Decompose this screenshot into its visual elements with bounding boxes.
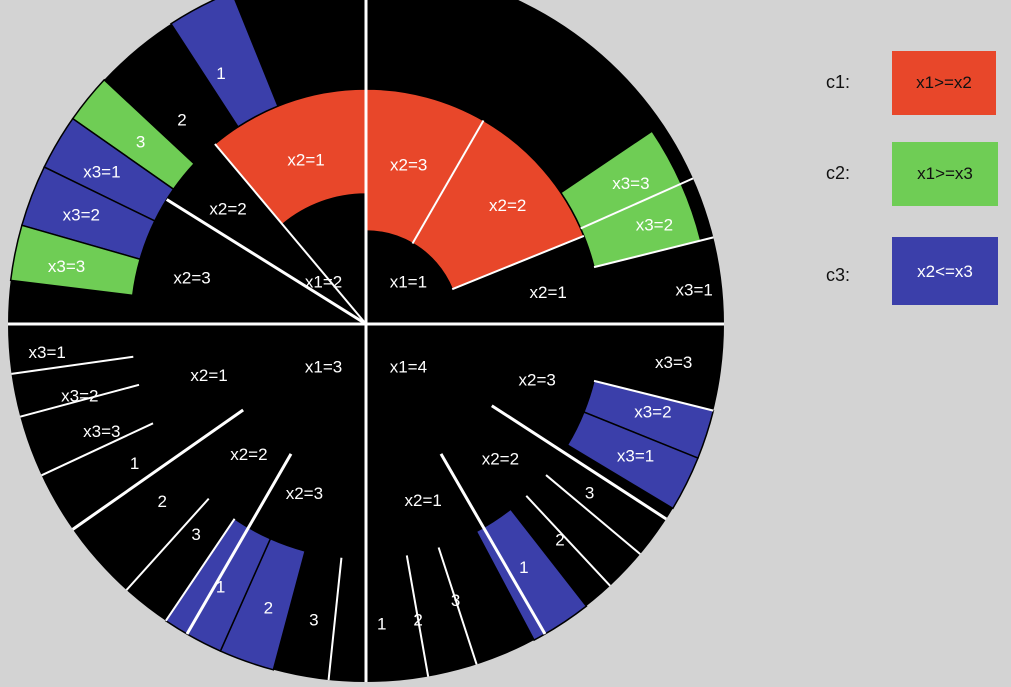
label-x1-4-x3-1: x3=1 — [617, 447, 654, 466]
label-x1-2-x3-3: x3=3 — [48, 257, 85, 276]
label-x1-4-a-2: 2 — [555, 531, 564, 550]
divider-x1-4-g — [405, 555, 430, 677]
label-x1-3-x3-2: x3=2 — [61, 386, 98, 405]
legend: c1: x1>=x2 c2: x1>=x3 c3: x2<=x3 — [826, 51, 998, 305]
divider-x1-4-e — [525, 495, 611, 587]
label-x1-2-x2-1: x2=1 — [287, 151, 324, 170]
divider-x1-3-b — [71, 408, 244, 531]
x1-3-b-1-cell — [164, 517, 272, 653]
legend-c3-swatch — [892, 237, 998, 305]
legend-c2-swatch — [892, 142, 998, 206]
label-x1-3-x3-1: x3=1 — [29, 343, 66, 362]
label-x1-2-leaf-1: 1 — [216, 64, 225, 83]
label-x1-4-a-1: 1 — [519, 558, 528, 577]
label-x1-3-a-1: 1 — [130, 454, 139, 473]
dividers — [8, 0, 724, 682]
x1-2-x3-2-cell — [20, 166, 156, 261]
divider-x1-3-e — [11, 355, 134, 375]
label-x1-1: x1=1 — [390, 273, 427, 292]
divider-x1-4-f — [437, 547, 478, 665]
label-x1-2-x2-3: x2=3 — [173, 268, 210, 287]
label-x1-4: x1=4 — [390, 357, 427, 376]
label-x1-4-b-1: 1 — [377, 615, 386, 634]
label-x1-2-x3-2: x3=2 — [63, 206, 100, 225]
divider-x1-2-a — [214, 143, 367, 325]
label-x1-2-leaf-3: 3 — [136, 133, 145, 152]
label-x1-3-a-2: 2 — [157, 492, 166, 511]
legend-c2-text: x1>=x3 — [917, 164, 973, 183]
legend-c1-name: c1: — [826, 72, 850, 92]
label-x1-2-leaf-2: 2 — [177, 111, 186, 130]
label-x1-1-x3-1: x3=1 — [676, 281, 713, 300]
label-x1-3-x2-3: x2=3 — [286, 484, 323, 503]
divider-x1-3-a — [185, 453, 293, 635]
divider-x1-1-c — [580, 177, 694, 230]
label-x1-1-x3-3: x3=3 — [612, 174, 649, 193]
label-x1-3-a-3: 3 — [191, 525, 200, 544]
label-x1-3-b-2: 2 — [264, 599, 273, 618]
legend-c2-name: c2: — [826, 163, 850, 183]
label-x1-3-x2-2: x2=2 — [230, 445, 267, 464]
label-x1-4-b-3: 3 — [451, 591, 460, 610]
label-x1-4-x2-1: x2=1 — [405, 491, 442, 510]
label-x1-4-x2-2: x2=2 — [482, 449, 519, 468]
label-x1-3-b-1: 1 — [216, 577, 225, 596]
label-x1-3-x2-1: x2=1 — [190, 366, 227, 385]
labels: x1=1 x2=3 x2=2 x2=1 x3=3 x3=2 x3=1 x1=2 x2=1 x2=2… — [29, 64, 713, 634]
x1-1-center — [366, 231, 459, 324]
label-x1-4-x3-3: x3=3 — [655, 353, 692, 372]
label-x1-2-x2-2: x2=2 — [209, 199, 246, 218]
divider-x1-1-a — [411, 119, 485, 244]
legend-c1-swatch — [892, 51, 996, 115]
label-x1-4-x3-2: x3=2 — [634, 403, 671, 422]
legend-c3-text: x2<=x3 — [917, 262, 973, 281]
divider-x1-4-a — [439, 453, 547, 635]
label-x1-1-x2-1: x2=1 — [530, 283, 567, 302]
x1-2-leaf-1-cell — [169, 0, 279, 128]
divider-x1-3-f — [164, 518, 236, 622]
divider-x1-4-b — [490, 404, 668, 521]
x1-1-x3-2-cell — [579, 182, 702, 269]
label-x1-2: x1=2 — [305, 273, 342, 292]
label-x1-4-b-2: 2 — [413, 610, 422, 629]
divider-x1-1-d — [593, 236, 714, 269]
divider-x1-3-g — [125, 497, 210, 591]
label-x1-3-b-3: 3 — [309, 610, 318, 629]
label-x1-3-x3-3: x3=3 — [83, 422, 120, 441]
divider-x1-1-b — [451, 235, 585, 291]
label-x1-1-x2-3: x2=3 — [390, 156, 427, 175]
label-x1-1-x2-2: x2=2 — [489, 196, 526, 215]
legend-c1-text: x1>=x2 — [916, 73, 972, 92]
divider-x1-4-d — [545, 474, 641, 555]
divider-x1-3-h — [327, 557, 343, 681]
divider-x1-2-b — [165, 198, 367, 326]
legend-c3-name: c3: — [826, 265, 850, 285]
x1-2-leaf-3-cell — [71, 78, 196, 191]
x1-2-x3-1-cell — [43, 117, 175, 222]
divider-x1-3-d — [19, 383, 140, 418]
x1-4-b-1-cell — [475, 508, 588, 642]
label-x1-3: x1=3 — [305, 357, 342, 376]
divider-x1-3-c — [41, 422, 154, 477]
label-x1-4-x2-3: x2=3 — [519, 371, 556, 390]
x1-2-x3-3-cell — [9, 224, 142, 297]
label-x1-4-a-3: 3 — [585, 484, 594, 503]
divider-x1-4-c — [593, 379, 714, 412]
x1-4-x3-1-cell — [566, 411, 699, 510]
label-x1-2-x3-1: x3=1 — [83, 163, 120, 182]
label-x1-1-x3-2: x3=2 — [636, 216, 673, 235]
